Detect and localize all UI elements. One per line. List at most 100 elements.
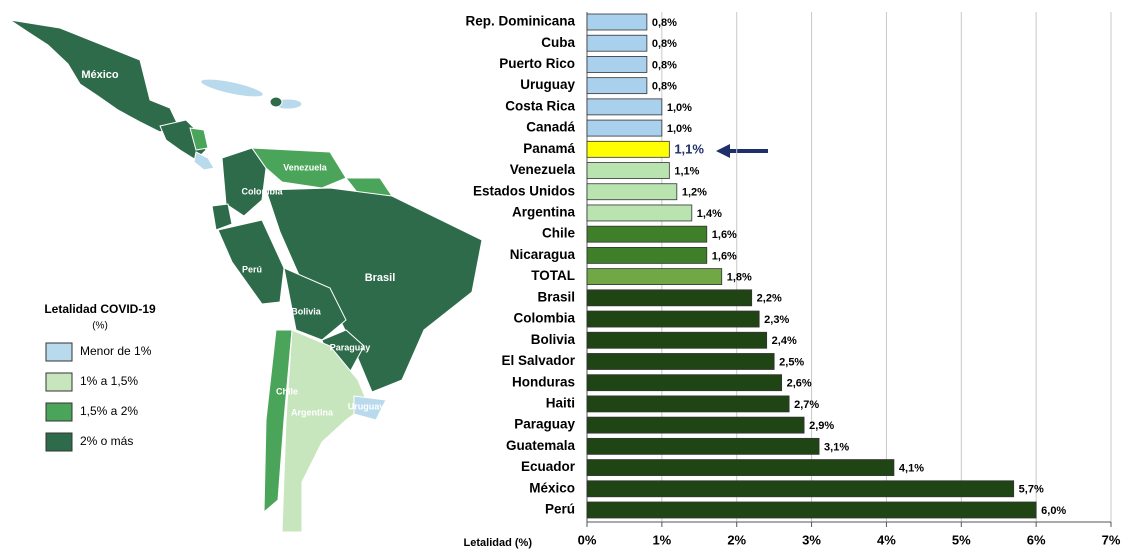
bar bbox=[586, 268, 723, 286]
legend-label: 1,5% a 2% bbox=[80, 404, 138, 418]
bar bbox=[586, 374, 783, 392]
region-uruguay bbox=[353, 395, 387, 421]
value-label: 1,1% bbox=[674, 142, 704, 157]
value-label: 1,8% bbox=[727, 272, 752, 284]
value-label: 2,5% bbox=[779, 356, 804, 368]
bar bbox=[586, 416, 805, 434]
y-tick-label: Brasil bbox=[537, 289, 575, 304]
region-peru bbox=[217, 219, 285, 305]
map-label: Perú bbox=[242, 264, 262, 274]
bar bbox=[586, 13, 648, 31]
y-tick-label: Paraguay bbox=[514, 417, 575, 432]
bar bbox=[586, 501, 1037, 519]
region-argentina bbox=[281, 329, 369, 533]
value-label: 1,6% bbox=[712, 229, 737, 241]
value-label: 2,7% bbox=[794, 399, 819, 411]
map-label: Argentina bbox=[291, 407, 334, 417]
value-label: 1,4% bbox=[697, 208, 722, 220]
legend-label: 1% a 1,5% bbox=[80, 374, 138, 388]
bar bbox=[586, 480, 1015, 498]
legend-label: 2% o más bbox=[80, 434, 133, 448]
map-label: Uruguay bbox=[348, 401, 385, 411]
value-label: 4,1% bbox=[899, 462, 924, 474]
bar bbox=[586, 204, 693, 222]
value-label: 2,6% bbox=[787, 378, 812, 390]
x-tick-label: 4% bbox=[877, 532, 896, 547]
map-label: Venezuela bbox=[283, 162, 328, 172]
region-ecuador bbox=[211, 203, 233, 231]
map-label: Colombia bbox=[241, 186, 283, 196]
region-mexico bbox=[9, 19, 179, 133]
value-label: 1,0% bbox=[667, 102, 692, 114]
region-haiti bbox=[269, 96, 283, 108]
map-label: Chile bbox=[276, 386, 298, 396]
y-tick-label: Costa Rica bbox=[505, 98, 575, 113]
y-tick-label: Colombia bbox=[513, 311, 575, 326]
region-cuba bbox=[200, 78, 264, 98]
map-labels: México Venezuela Colombia Perú Brasil Bolivia… bbox=[81, 69, 395, 417]
value-label: 0,8% bbox=[652, 59, 677, 71]
value-label: 2,4% bbox=[772, 335, 797, 347]
bar bbox=[586, 162, 670, 179]
region-nicaragua bbox=[189, 127, 209, 151]
y-tick-label: Venezuela bbox=[510, 162, 576, 177]
y-tick-label: Honduras bbox=[512, 374, 575, 389]
y-tick-label: Ecuador bbox=[521, 459, 576, 474]
region-bolivia bbox=[283, 267, 347, 341]
bar bbox=[586, 119, 663, 137]
y-tick-label: Puerto Rico bbox=[499, 56, 575, 71]
map bbox=[9, 19, 483, 533]
y-tick-label: Chile bbox=[542, 226, 575, 241]
value-label: 0,8% bbox=[652, 38, 677, 50]
y-tick-label: Guatemala bbox=[506, 438, 576, 453]
bar bbox=[586, 331, 768, 349]
legend-title: Letalidad COVID-19 bbox=[44, 302, 156, 316]
y-tick-label: Nicaragua bbox=[510, 247, 576, 262]
legend-swatch bbox=[45, 432, 73, 452]
bar bbox=[586, 395, 790, 413]
y-tick-label: Uruguay bbox=[520, 77, 575, 92]
y-tick-label: Estados Unidos bbox=[473, 183, 575, 198]
y-tick-label: TOTAL bbox=[531, 268, 575, 283]
y-tick-label: Haiti bbox=[546, 395, 575, 410]
value-label: 1,2% bbox=[682, 187, 707, 199]
panama-arrow bbox=[716, 144, 768, 158]
x-axis-label: Letalidad (%) bbox=[464, 537, 533, 549]
map-label: Paraguay bbox=[330, 342, 371, 352]
y-tick-label: México bbox=[529, 480, 575, 495]
x-tick-label: 5% bbox=[952, 532, 971, 547]
value-label: 2,2% bbox=[757, 293, 782, 305]
bar bbox=[586, 310, 760, 328]
value-label: 1,1% bbox=[674, 165, 699, 177]
legend-swatch bbox=[45, 372, 73, 392]
x-tick-label: 6% bbox=[1027, 532, 1046, 547]
bar bbox=[586, 437, 820, 455]
map-label: Brasil bbox=[365, 272, 396, 284]
x-tick-label: 3% bbox=[802, 532, 821, 547]
x-tick-label: 2% bbox=[727, 532, 746, 547]
value-label: 1,6% bbox=[712, 250, 737, 262]
value-label: 2,3% bbox=[764, 314, 789, 326]
y-tick-label: Cuba bbox=[541, 35, 575, 50]
bar bbox=[586, 225, 708, 243]
bar bbox=[586, 56, 648, 73]
y-tick-label: Panamá bbox=[523, 141, 575, 156]
legend-swatch bbox=[45, 402, 73, 422]
value-label: 3,1% bbox=[824, 441, 849, 453]
legend-swatch bbox=[45, 342, 73, 362]
legend-label: Menor de 1% bbox=[80, 344, 152, 358]
bar bbox=[586, 98, 663, 116]
value-label: 5,7% bbox=[1019, 484, 1044, 496]
value-label: 6,0% bbox=[1041, 505, 1066, 517]
y-tick-label: Argentina bbox=[512, 205, 575, 220]
x-tick-label: 1% bbox=[652, 532, 671, 547]
y-tick-label: Canadá bbox=[526, 120, 575, 135]
legend-unit: (%) bbox=[92, 321, 108, 332]
bar bbox=[586, 140, 670, 158]
x-tick-label: 0% bbox=[578, 532, 597, 547]
bar bbox=[586, 353, 775, 370]
bar bbox=[586, 34, 648, 52]
y-tick-label: Perú bbox=[545, 502, 575, 517]
value-label: 0,8% bbox=[652, 17, 677, 29]
